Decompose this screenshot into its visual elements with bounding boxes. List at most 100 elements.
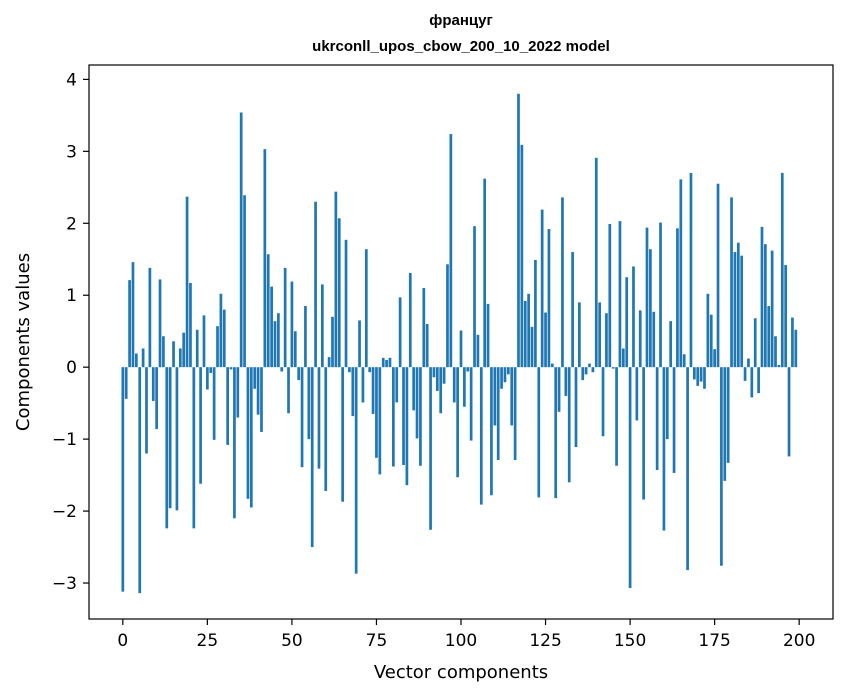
bar xyxy=(486,303,490,368)
plot-frame xyxy=(88,64,834,620)
bar xyxy=(456,367,459,478)
bar xyxy=(534,259,537,368)
bar xyxy=(422,288,426,368)
bar xyxy=(652,311,656,368)
bar xyxy=(594,157,598,368)
chart-title-line1: француг xyxy=(429,12,493,29)
bar xyxy=(392,367,395,467)
bar xyxy=(442,367,446,384)
bar xyxy=(408,272,412,368)
bar xyxy=(165,367,169,529)
bar xyxy=(182,332,186,368)
bar xyxy=(385,359,388,368)
bar xyxy=(277,313,280,368)
x-tick-label: 25 xyxy=(197,631,219,651)
bar xyxy=(537,367,541,498)
bar xyxy=(219,293,223,368)
bar xyxy=(723,367,727,481)
bar xyxy=(195,329,199,368)
bar xyxy=(466,367,470,372)
bar xyxy=(645,227,649,368)
bar xyxy=(378,367,382,475)
bar xyxy=(172,341,175,368)
bar xyxy=(131,262,135,368)
bar xyxy=(720,367,723,566)
bar xyxy=(128,280,131,368)
bar xyxy=(419,367,422,466)
bar xyxy=(527,293,530,368)
bar xyxy=(787,367,791,457)
bar xyxy=(364,249,368,368)
bar xyxy=(375,367,378,458)
bar xyxy=(703,367,706,389)
bar xyxy=(743,367,747,381)
bar xyxy=(747,358,750,368)
bar xyxy=(314,201,317,368)
bar xyxy=(121,367,125,592)
bar xyxy=(561,197,564,368)
bar xyxy=(351,367,355,417)
bar xyxy=(297,367,301,381)
bar xyxy=(632,266,635,368)
bar xyxy=(361,367,365,403)
bar xyxy=(692,367,696,380)
bar xyxy=(490,367,493,496)
bar xyxy=(473,226,476,368)
bar xyxy=(260,367,263,432)
bar xyxy=(716,183,720,368)
x-tick-label: 200 xyxy=(783,631,815,651)
bar xyxy=(493,367,497,426)
bar xyxy=(138,367,142,594)
bar xyxy=(371,367,375,414)
bar xyxy=(750,367,754,398)
bar xyxy=(601,367,605,437)
bar xyxy=(540,209,544,368)
bar xyxy=(699,367,703,382)
bar xyxy=(178,348,182,368)
bar xyxy=(304,306,307,368)
bar xyxy=(757,367,760,394)
bar xyxy=(402,367,405,466)
bar xyxy=(669,321,673,368)
bar xyxy=(520,144,524,368)
bar xyxy=(141,348,145,368)
bar xyxy=(469,367,473,441)
bar xyxy=(310,367,314,548)
y-axis-label: Components values xyxy=(13,253,34,431)
bar xyxy=(618,221,622,368)
bar xyxy=(550,363,554,368)
bar xyxy=(615,367,618,466)
bar xyxy=(726,367,730,463)
bar xyxy=(412,367,416,411)
bar xyxy=(368,367,372,373)
bar xyxy=(598,302,602,368)
bar xyxy=(635,367,639,421)
bar xyxy=(216,326,219,368)
x-tick-label: 75 xyxy=(366,631,388,651)
bar xyxy=(784,265,788,368)
y-tick-label: −3 xyxy=(52,574,77,594)
bar xyxy=(578,302,581,368)
chart-title-line2: ukrconll_upos_cbow_200_10_2022 model xyxy=(312,38,610,55)
bar xyxy=(253,367,257,389)
bar xyxy=(730,197,733,368)
bar xyxy=(239,112,243,368)
bar xyxy=(557,367,561,412)
bar xyxy=(283,267,287,368)
bar xyxy=(229,367,233,370)
bar xyxy=(483,178,487,368)
bar xyxy=(662,367,666,531)
y-axis-ticks: −3 −2 −1 0 1 2 3 4 xyxy=(52,70,89,594)
bar xyxy=(496,367,500,460)
bar xyxy=(212,367,216,440)
bar xyxy=(432,367,436,378)
bar xyxy=(348,367,351,373)
bar xyxy=(270,286,273,368)
bar xyxy=(189,283,192,368)
bar xyxy=(290,281,294,368)
bar xyxy=(655,367,659,471)
bar xyxy=(256,367,260,415)
x-tick-label: 100 xyxy=(445,631,477,651)
bar xyxy=(523,300,527,368)
bar xyxy=(530,326,534,368)
